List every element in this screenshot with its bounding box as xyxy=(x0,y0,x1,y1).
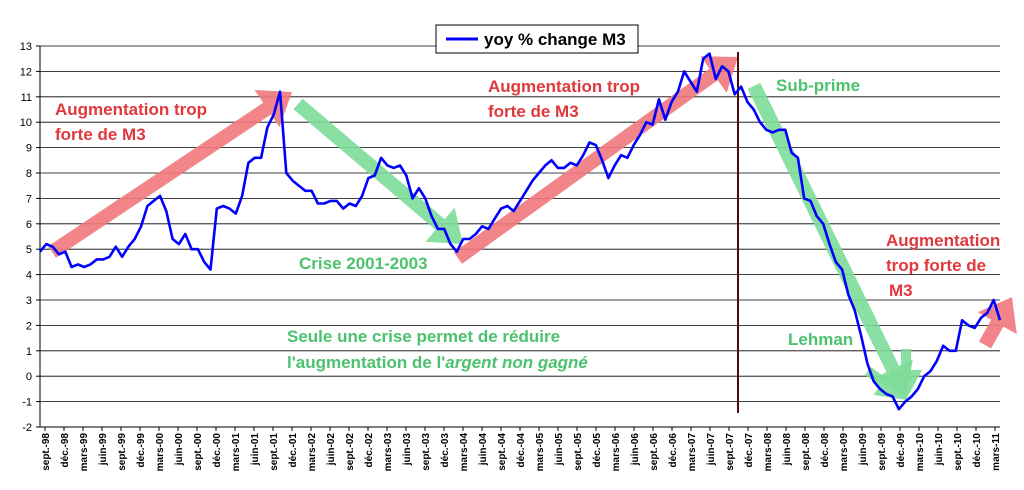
x-tick-label: sept.-02 xyxy=(345,433,356,471)
y-tick-label: 13 xyxy=(20,41,32,53)
y-tick-label: 11 xyxy=(21,92,32,104)
x-tick-label: mars-10 xyxy=(915,433,926,472)
x-tick-label: mars-11 xyxy=(991,433,1002,471)
x-tick-label: déc.-99 xyxy=(136,433,147,468)
x-tick-label: juin-09 xyxy=(858,433,869,467)
x-tick-label: déc.-98 xyxy=(60,433,71,468)
x-tick-label: déc.-05 xyxy=(592,433,603,468)
x-tick-label: juin-03 xyxy=(402,433,413,467)
x-tick-label: sept.-04 xyxy=(497,433,508,471)
x-tick-label: sept.-00 xyxy=(193,433,204,471)
y-tick-label: 1 xyxy=(26,346,32,358)
x-tick-label: juin-08 xyxy=(782,433,793,467)
x-tick-label: mars-99 xyxy=(79,433,90,472)
x-tick-label: sept.-06 xyxy=(649,433,660,471)
x-tick-label: mars-09 xyxy=(839,433,850,472)
y-tick-label: 6 xyxy=(26,219,32,231)
annotation-red-2-line1: Augmentation trop xyxy=(488,77,640,96)
x-tick-label: sept.-03 xyxy=(421,433,432,471)
annotation-note-line1: Seule une crise permet de réduire xyxy=(287,327,560,346)
y-tick-label: 3 xyxy=(26,295,32,307)
annotation-note-line2-italic: argent non gagné xyxy=(445,353,588,372)
x-tick-label: sept.-99 xyxy=(117,433,128,471)
x-tick-label: juin-00 xyxy=(174,433,185,467)
x-tick-label: sept.-98 xyxy=(41,433,52,471)
annotation-crise: Crise 2001-2003 xyxy=(299,254,428,273)
x-tick-label: déc.-10 xyxy=(972,433,983,468)
annotation-red-3-line2: trop forte de xyxy=(886,256,986,275)
x-tick-label: juin-07 xyxy=(706,433,717,467)
y-tick-label: 12 xyxy=(20,66,32,78)
green-arrow-lehman xyxy=(890,349,922,400)
x-tick-label: mars-03 xyxy=(383,433,394,472)
x-tick-label: juin-04 xyxy=(478,433,489,467)
x-tick-label: déc.-02 xyxy=(364,433,375,468)
x-tick-label: déc.-09 xyxy=(896,433,907,468)
green-arrow-crise xyxy=(293,98,463,244)
x-tick-label: déc.-00 xyxy=(212,433,223,468)
series-layer xyxy=(38,52,1002,411)
red-arrow-1 xyxy=(48,90,292,258)
x-tick-label: mars-08 xyxy=(763,433,774,472)
y-tick-label: 8 xyxy=(26,168,32,180)
x-tick-label: juin-06 xyxy=(630,433,641,467)
annotation-note-line2: l'augmentation de l'argent non gagné xyxy=(287,353,588,372)
y-tick-label: 2 xyxy=(26,320,32,332)
annotation-note-line2-text: l'augmentation de l' xyxy=(287,353,445,372)
x-tick-label: déc.-01 xyxy=(288,433,299,468)
x-tick-label: juin-99 xyxy=(98,433,109,467)
x-tick-label: déc.-03 xyxy=(440,433,451,468)
x-tick-label: sept.-09 xyxy=(877,433,888,471)
y-tick-label: -2 xyxy=(22,422,32,434)
x-tick-label: sept.-05 xyxy=(573,433,584,471)
x-tick-label: mars-01 xyxy=(231,433,242,472)
annotation-red-1-line2: forte de M3 xyxy=(55,125,146,144)
x-tick-label: juin-10 xyxy=(934,433,945,467)
x-axis: sept.-98 déc.-98 mars-99 juin-99 sept.-99 déc… xyxy=(40,426,1002,472)
legend-label: yoy % change M3 xyxy=(484,30,626,49)
annotation-red-3-line3: M3 xyxy=(889,281,913,300)
y-tick-label: 10 xyxy=(20,117,32,129)
red-arrow-2 xyxy=(453,56,738,264)
annotation-red-3-line1: Augmentation xyxy=(886,231,1000,250)
x-tick-label: mars-05 xyxy=(535,433,546,472)
x-tick-label: mars-02 xyxy=(307,433,318,472)
x-tick-label: déc.-08 xyxy=(820,433,831,468)
x-tick-label: mars-00 xyxy=(155,433,166,472)
x-tick-label: sept.-10 xyxy=(953,433,964,471)
x-tick-label: juin-02 xyxy=(326,433,337,467)
x-tick-label: mars-06 xyxy=(611,433,622,472)
legend: yoy % change M3 xyxy=(435,24,639,54)
x-tick-label: mars-07 xyxy=(687,433,698,472)
y-tick-label: 0 xyxy=(26,371,32,383)
annotation-arrows xyxy=(48,52,1017,413)
x-tick-label: déc.-06 xyxy=(668,433,679,468)
x-tick-label: juin-05 xyxy=(554,433,565,467)
annotation-red-1-line1: Augmentation trop xyxy=(55,100,207,119)
y-tick-label: 5 xyxy=(26,244,32,256)
x-tick-label: déc.-07 xyxy=(744,433,755,468)
green-arrow-small xyxy=(865,367,907,400)
x-tick-label: sept.-07 xyxy=(725,433,736,471)
y-tick-label: 7 xyxy=(26,193,32,205)
x-tick-label: sept.-01 xyxy=(269,433,280,471)
annotation-subprime: Sub-prime xyxy=(776,76,860,95)
y-tick-label: 4 xyxy=(26,270,32,282)
x-tick-label: mars-04 xyxy=(459,433,470,472)
y-tick-label: 9 xyxy=(26,143,32,155)
y-tick-label: -1 xyxy=(22,397,32,409)
green-arrow-subprime xyxy=(747,82,913,397)
m3-series-line xyxy=(38,52,1002,411)
x-tick-label: déc.-04 xyxy=(516,433,527,468)
x-tick-label: sept.-08 xyxy=(801,433,812,471)
annotation-lehman: Lehman xyxy=(788,330,853,349)
annotation-red-2-line2: forte de M3 xyxy=(488,102,579,121)
x-tick-label: juin-01 xyxy=(250,433,261,467)
